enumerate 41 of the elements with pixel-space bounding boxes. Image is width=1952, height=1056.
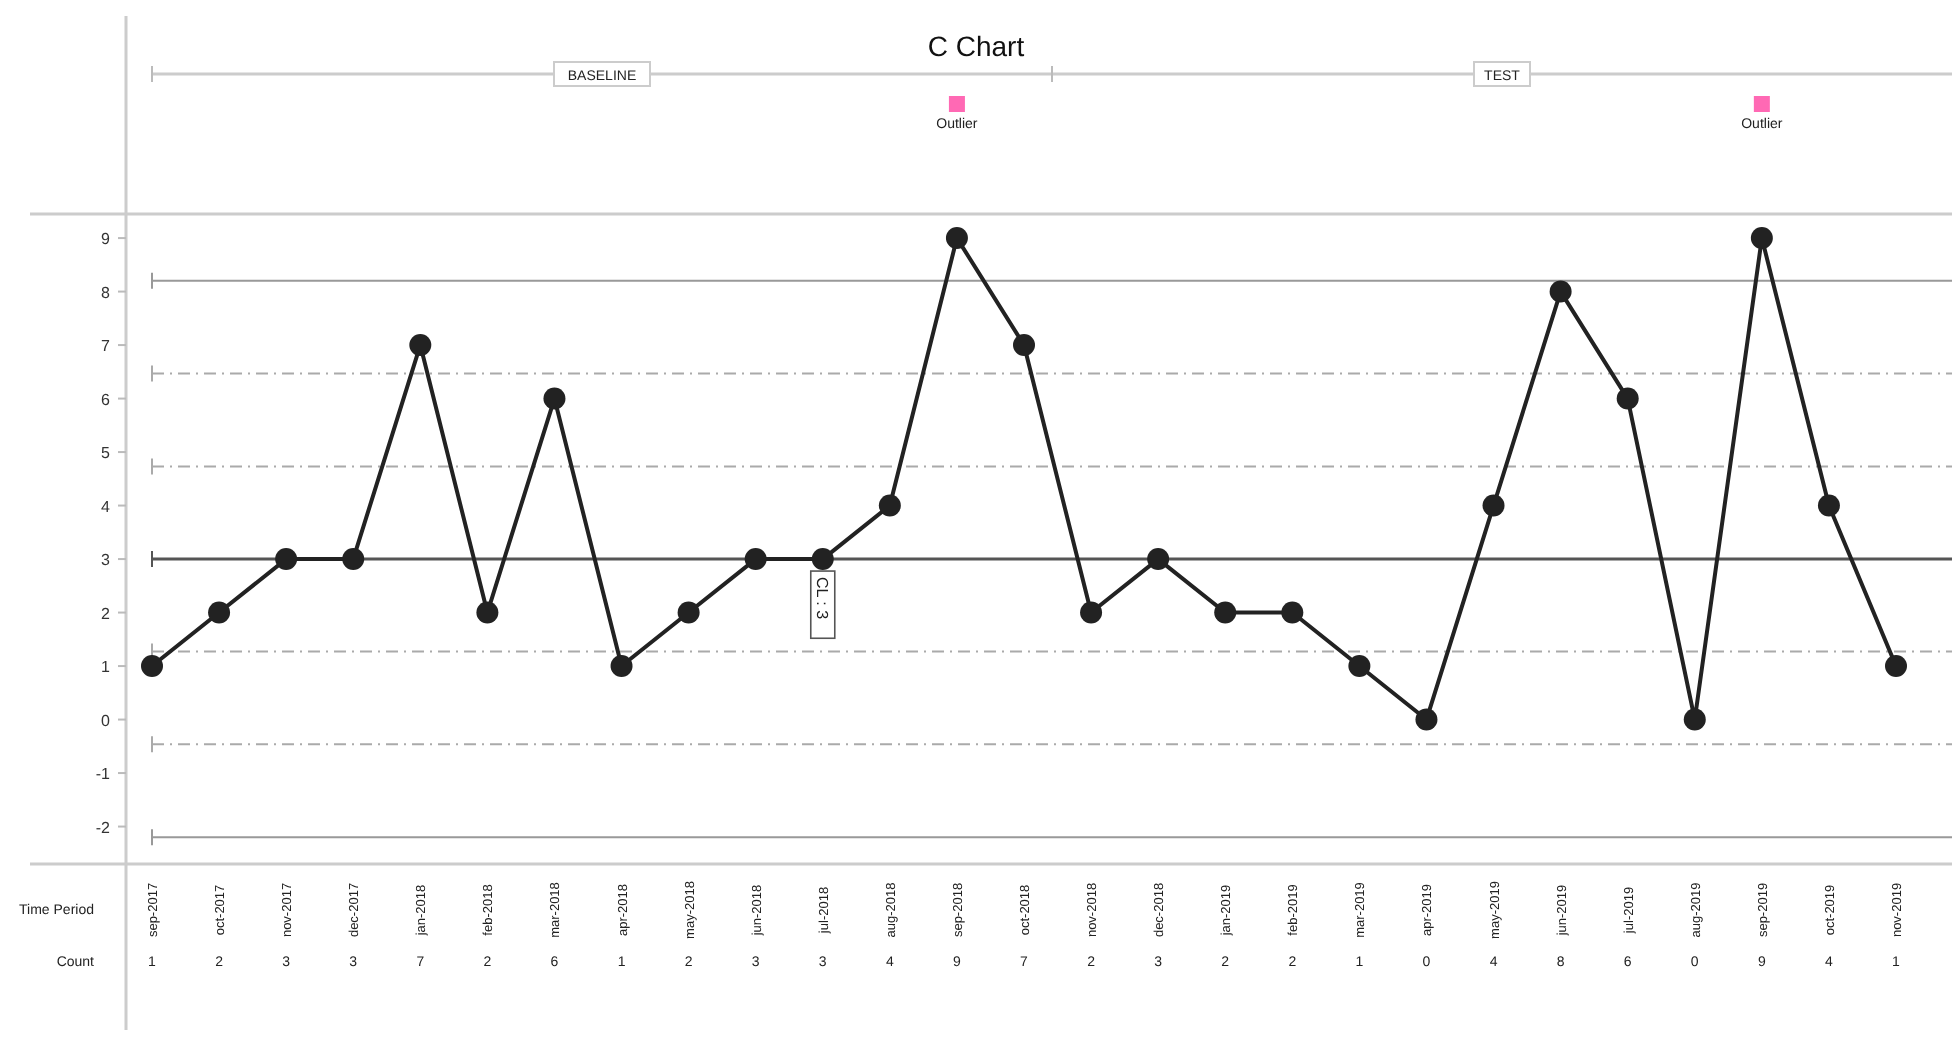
point — [1348, 655, 1371, 678]
point — [1080, 601, 1103, 624]
point — [677, 601, 700, 624]
point — [543, 387, 566, 410]
chart-title: C Chart — [927, 30, 1025, 62]
y-tick-label: -1 — [95, 765, 112, 784]
point — [744, 548, 767, 571]
point — [342, 548, 365, 571]
point — [1013, 334, 1035, 357]
ref-line-label: CL : 3 — [812, 577, 831, 621]
point — [208, 601, 231, 624]
y-tick-label: 9 — [101, 230, 112, 249]
point — [1482, 494, 1505, 517]
point — [409, 334, 432, 357]
point — [275, 548, 298, 571]
y-tick-label: 7 — [101, 337, 112, 356]
point — [1415, 708, 1438, 731]
point — [811, 548, 834, 571]
point — [1214, 601, 1237, 624]
point — [945, 227, 968, 250]
point — [1683, 708, 1706, 731]
point — [476, 601, 499, 624]
y-tick-label: 8 — [101, 283, 112, 302]
point — [1549, 280, 1572, 303]
y-tick-label: 5 — [101, 444, 112, 463]
y-tick-label: 4 — [101, 497, 112, 516]
point — [1817, 494, 1840, 517]
point — [141, 655, 163, 678]
point — [1616, 387, 1639, 410]
y-tick-label: 3 — [101, 551, 112, 570]
point — [610, 655, 633, 678]
y-tick-label: 1 — [101, 658, 112, 677]
y-tick-label: 0 — [101, 711, 112, 730]
y-tick-label: 6 — [101, 390, 112, 409]
y-tick-label: 2 — [101, 604, 112, 623]
point — [878, 494, 901, 517]
point — [1147, 548, 1170, 571]
y-tick-label: -2 — [95, 818, 112, 837]
point — [1750, 227, 1773, 250]
point — [1885, 655, 1907, 678]
point — [1281, 601, 1304, 624]
